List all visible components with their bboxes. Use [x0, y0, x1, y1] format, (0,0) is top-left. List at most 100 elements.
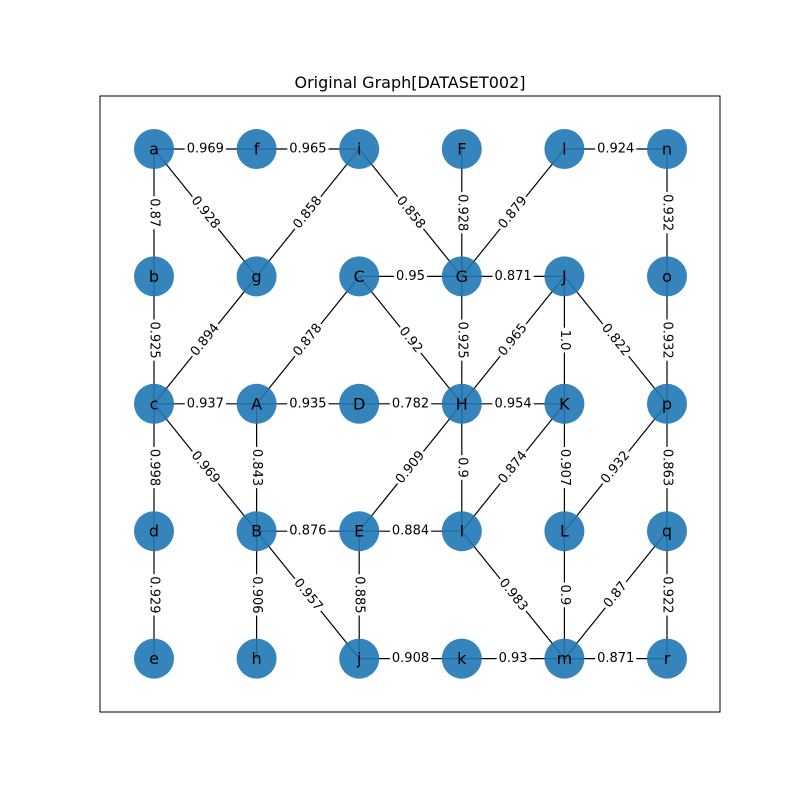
edge-label-group-H-E: 0.909	[391, 446, 430, 489]
node-m	[544, 638, 585, 679]
edge-weight-label: 0.965	[496, 321, 531, 359]
edge-weight-label: 0.954	[494, 396, 531, 411]
edge-label-group-B-h: 0.906	[249, 574, 265, 616]
edge-label-group-C-G: 0.95	[394, 268, 427, 284]
node-label-d: d	[149, 522, 159, 541]
edge-label-group-a-f: 0.969	[184, 141, 226, 157]
edge-label-background	[289, 319, 327, 361]
edge-label-group-L-m: 0.9	[556, 582, 572, 608]
edge-weight-label: 0.858	[290, 194, 325, 232]
edge-label-background	[659, 574, 675, 616]
edge-label-group-m-r: 0.871	[595, 651, 637, 667]
node-label-g: g	[252, 267, 262, 286]
edge-label-group-C-H: 0.92	[394, 322, 427, 358]
node-o	[647, 256, 687, 297]
edge-weight-label: 0.908	[392, 651, 429, 666]
edge-weight-label: 1.0	[557, 330, 572, 351]
edge-weight-label: 0.924	[597, 142, 634, 157]
edge-label-group-p-q: 0.863	[659, 446, 675, 489]
edge-label-background	[186, 319, 225, 361]
edge-label-background	[659, 446, 675, 489]
node-label-r: r	[664, 649, 671, 668]
edge-label-group-E-I: 0.884	[389, 523, 432, 539]
edge-weight-label: 0.937	[187, 396, 224, 411]
edge-label-background	[556, 582, 572, 608]
node-d	[134, 511, 174, 552]
node-label-i: i	[357, 140, 361, 159]
edge-label-background	[394, 322, 427, 358]
edge-label-group-G-H: 0.925	[454, 319, 470, 361]
node-label-l: l	[562, 140, 566, 159]
edge-weight-label: 0.93	[499, 651, 528, 666]
node-D	[339, 383, 380, 424]
edge-weight-label: 0.932	[598, 448, 633, 486]
edge-label-background	[289, 191, 327, 234]
node-label-c: c	[150, 394, 159, 413]
node-C	[339, 256, 380, 297]
edge-weight-label: 0.95	[396, 269, 425, 284]
node-A	[236, 383, 277, 424]
node-label-L: L	[560, 522, 569, 541]
graph-title: Original Graph[DATASET002]	[294, 73, 525, 92]
node-label-q: q	[662, 522, 672, 541]
edge-label-background	[595, 651, 637, 667]
edge-label-group-J-p: 0.822	[596, 319, 635, 361]
edge-weight-label: 0.843	[249, 449, 264, 486]
edge-label-background	[146, 319, 162, 361]
node-B	[236, 511, 277, 552]
edge-label-group-l-n: 0.924	[595, 141, 637, 157]
edge-weight-label: 0.998	[147, 449, 162, 486]
edge-label-background	[596, 446, 635, 489]
node-label-I: I	[459, 522, 464, 541]
edge-label-background	[184, 141, 226, 157]
node-label-o: o	[662, 267, 672, 286]
node-g	[236, 256, 277, 297]
edge-label-group-H-I: 0.9	[454, 455, 470, 480]
node-j	[339, 638, 380, 679]
edge-label-group-q-r: 0.922	[659, 574, 675, 616]
edge-weight-label: 0.983	[496, 576, 531, 614]
edge-label-group-a-b: 0.87	[146, 196, 162, 230]
edge-label-group-b-c: 0.925	[146, 319, 162, 361]
edge-label-background	[454, 455, 470, 480]
edge-labels-layer: 0.969 0.965 0.924 0.87 0.928 0.858 0.858 0.928 0…	[146, 141, 675, 667]
edge-label-background	[556, 446, 572, 489]
edge-label-background	[496, 651, 530, 667]
node-e	[134, 638, 174, 679]
edge-weight-label: 0.935	[289, 396, 326, 411]
edge-label-group-K-L: 0.907	[556, 446, 572, 489]
edge-weight-label: 0.965	[289, 142, 326, 157]
edge-weight-label: 0.925	[454, 321, 469, 358]
edge-label-group-i-g: 0.858	[289, 191, 327, 234]
edge-label-background	[249, 574, 265, 616]
edge-label-background	[186, 446, 225, 489]
node-K	[544, 383, 585, 424]
node-label-A: A	[251, 394, 262, 413]
node-label-e: e	[149, 649, 159, 668]
edge-label-background	[394, 268, 427, 284]
edge-weight-label: 0.932	[660, 321, 675, 358]
edge-label-group-a-g: 0.928	[186, 191, 225, 234]
edge-label-background	[146, 196, 162, 230]
edge-label-group-k-m: 0.93	[496, 651, 530, 667]
edge-label-background	[184, 396, 226, 412]
edge-label-background	[596, 319, 635, 361]
edge-label-background	[287, 396, 329, 412]
edge-label-group-G-J: 0.871	[492, 268, 534, 284]
node-n	[647, 129, 687, 169]
edge-weight-label: 0.9	[454, 457, 469, 478]
edge-weight-label: 0.858	[393, 194, 428, 232]
edge-label-group-J-K: 1.0	[556, 327, 572, 353]
edge-label-background	[146, 446, 162, 489]
edge-label-background	[391, 446, 430, 489]
edge-label-background	[249, 446, 265, 489]
edge-label-background	[454, 192, 470, 234]
edge-label-group-H-K: 0.954	[492, 396, 534, 412]
edge-label-group-p-L: 0.932	[596, 446, 635, 489]
edge-label-group-n-o: 0.932	[659, 192, 675, 234]
edge-label-group-q-m: 0.87	[599, 577, 632, 613]
edge-weight-label: 0.932	[660, 194, 675, 231]
edge-weight-label: 0.922	[660, 576, 675, 613]
edge-label-background	[599, 577, 632, 613]
